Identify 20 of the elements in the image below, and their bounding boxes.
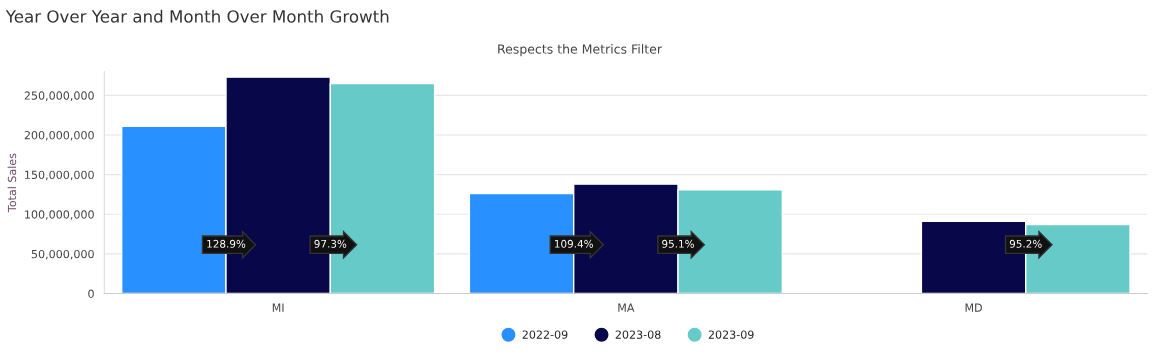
x-tick-label: MI — [272, 303, 284, 312]
y-tick-label: 250,000,000 — [24, 91, 94, 101]
legend-label: 2023-09 — [708, 330, 754, 339]
y-tick-label: 0 — [88, 289, 94, 298]
y-tick-label: 150,000,000 — [25, 170, 94, 181]
legend-label: 2023-08 — [615, 330, 661, 339]
annotation: 109.4% — [554, 239, 593, 248]
y-axis-title: Total Sales — [7, 153, 17, 213]
y-tick-label: 50,000,000 — [31, 249, 94, 260]
x-tick-label: MA — [618, 303, 635, 312]
chart-title: Year Over Year and Month Over Month Growth — [5, 9, 389, 23]
annotation: 95.1% — [662, 239, 694, 248]
y-tick-label: 200,000,000 — [24, 130, 94, 141]
x-tick-label: MD — [965, 303, 982, 312]
annotation: 97.3% — [314, 239, 347, 248]
annotation: 95.2% — [1009, 239, 1042, 248]
annotation: 128.9% — [207, 239, 246, 248]
y-tick-label: 100,000,000 — [25, 210, 94, 220]
chart-subtitle: Respects the Metrics Filter — [498, 44, 662, 57]
legend-label: 2022-09 — [522, 330, 568, 339]
